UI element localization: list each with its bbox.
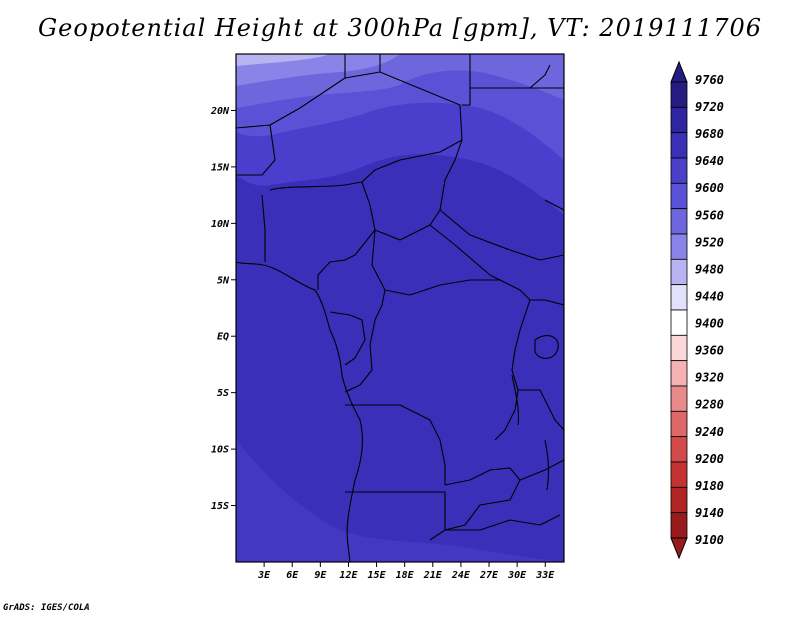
colorbar-swatch — [670, 182, 688, 210]
colorbar-level-label: 9480 — [695, 262, 724, 276]
border-namibia-botswana — [429, 514, 561, 541]
colorbar-swatch — [670, 385, 688, 412]
colorbar-swatch — [670, 461, 688, 488]
lon-tick-label: 3E — [257, 570, 271, 581]
border-chad-car — [374, 224, 501, 281]
colorbar-level-label: 9400 — [695, 317, 724, 331]
colorbar-level-label: 9240 — [695, 425, 724, 439]
border-angola-south — [345, 491, 446, 530]
border-niger-libya-chad — [361, 71, 463, 183]
colorbar-swatch — [670, 208, 688, 235]
lon-tick-label: 24E — [451, 570, 471, 581]
lat-tick-label: 20N — [210, 106, 230, 117]
colorbar-swatch — [670, 486, 688, 514]
lat-tick-label: 10S — [211, 445, 229, 456]
lat-tick-label: 15N — [211, 162, 230, 173]
colorbar-level-label: 9680 — [695, 127, 724, 141]
colorbar-top-arrow — [670, 60, 688, 83]
lat-tick-label: 5S — [217, 388, 229, 399]
colorbar-level-label: 9560 — [695, 208, 724, 222]
lon-tick-label: 27E — [479, 570, 499, 581]
colorbar-swatch — [670, 132, 688, 159]
border-ethiopia — [544, 199, 564, 211]
border-drc-west — [344, 304, 383, 393]
border-nigeria-benin — [261, 194, 266, 262]
border-libya-egypt-sudan — [462, 54, 471, 106]
colorbar: 9760 9720 9680 9640 9600 9560 9520 9480 9440 9400… — [670, 60, 724, 560]
map-frame — [235, 53, 565, 563]
lat-axis: 20N 15N 10N 5N EQ 5S 10S 15S — [210, 106, 236, 512]
lon-tick-label: 6E — [286, 570, 299, 581]
contour-9600-south — [236, 440, 564, 562]
lon-tick-label: 33E — [535, 570, 555, 581]
lon-tick-label: 15E — [368, 570, 387, 581]
colorbar-level-label: 9280 — [695, 398, 724, 412]
lat-tick-label: 5N — [217, 275, 230, 286]
lon-tick-label: 12E — [339, 570, 358, 581]
colorbar-swatch — [670, 436, 688, 463]
border-drc-angola — [345, 404, 446, 485]
border-tanzania — [518, 389, 564, 431]
colorbar-swatch — [670, 512, 688, 539]
border-nigeria-cameroon — [317, 181, 376, 290]
lon-tick-label: 9E — [314, 570, 327, 581]
colorbar-level-label: 9320 — [695, 371, 724, 385]
border-drc-east — [494, 299, 531, 441]
colorbar-swatch — [670, 360, 688, 387]
map-title: Geopotential Height at 300hPa [gpm], VT:… — [38, 14, 762, 42]
border-chad-sudan — [429, 139, 463, 226]
red-sea-coast — [529, 64, 551, 89]
colorbar-swatch — [670, 258, 688, 286]
border-mali-niger — [236, 124, 276, 176]
colorbar-swatch — [670, 106, 688, 134]
border-algeria-niger — [236, 54, 346, 129]
colorbar-level-label: 9640 — [695, 154, 724, 168]
border-gabon-congo — [329, 311, 366, 366]
border-mozambique — [519, 459, 564, 481]
colorbar-swatch — [670, 334, 688, 362]
colorbar-bottom-arrow — [670, 537, 688, 560]
border-east-africa — [530, 299, 564, 306]
colorbar-swatch — [670, 284, 688, 311]
colorbar-level-label: 9720 — [695, 100, 724, 114]
colorbar-level-label: 9440 — [695, 289, 724, 303]
height-field — [236, 54, 564, 562]
border-cameroon-car — [371, 229, 386, 306]
colorbar-level-label: 9140 — [695, 506, 724, 520]
lon-tick-label: 30E — [507, 570, 527, 581]
lon-tick-label: 21E — [423, 570, 443, 581]
lat-tick-label: 10N — [211, 219, 230, 230]
colorbar-swatch — [670, 81, 688, 108]
colorbar-level-label: 9760 — [695, 73, 724, 87]
lat-tick-label: EQ — [217, 332, 229, 343]
lat-tick-label: 15S — [211, 501, 229, 512]
lon-tick-label: 18E — [396, 570, 415, 581]
lake-malawi — [544, 439, 550, 491]
colorbar-level-label: 9200 — [695, 452, 724, 466]
lake-tanganyika — [511, 374, 520, 426]
border-car-drc — [384, 279, 531, 301]
colorbar-swatch — [670, 309, 688, 336]
lake-victoria — [534, 335, 559, 359]
colorbar-level-label: 9360 — [695, 344, 724, 358]
coastline-west-africa — [236, 261, 364, 562]
lon-axis: 3E 6E 9E 12E 15E 18E 21E 24E 27E 30E 33E — [257, 562, 555, 581]
colorbar-level-label: 9600 — [695, 181, 724, 195]
credit-text: GrADS: IGES/COLA — [3, 603, 90, 613]
colorbar-swatch — [670, 233, 688, 260]
country-borders — [236, 54, 564, 562]
colorbar-level-label: 9180 — [695, 479, 724, 493]
contour-9760b-north — [236, 54, 330, 66]
colorbar-level-label: 9100 — [695, 533, 724, 547]
colorbar-swatch — [670, 410, 688, 438]
border-sudan-south — [439, 209, 564, 261]
colorbar-level-label: 9520 — [695, 235, 724, 249]
colorbar-swatch — [670, 157, 688, 184]
border-niger-nigeria — [269, 181, 363, 191]
